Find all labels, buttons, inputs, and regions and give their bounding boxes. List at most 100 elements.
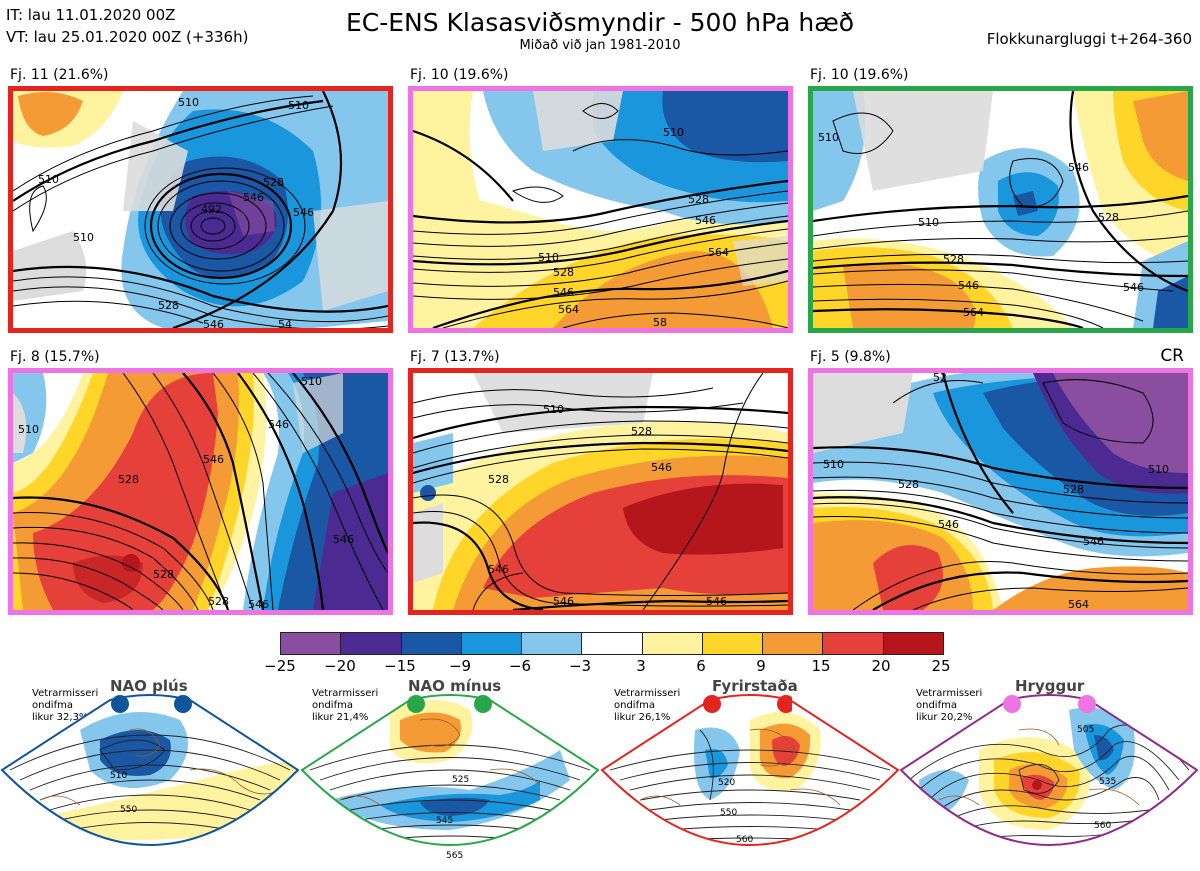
colorbar-bin [702,633,764,654]
regime-3-markers [703,695,792,713]
contour-label: 546 [243,191,264,204]
contour-label: 510 [288,99,309,112]
contour-label: 510 [918,216,939,229]
valid-time: VT: lau 25.01.2020 00Z (+336h) [6,28,249,46]
contour-label: 546 [203,318,224,328]
header-info: IT: lau 11.01.2020 00Z VT: lau 25.01.202… [6,4,248,48]
colorbar-tick: −20 [324,657,356,675]
regime-contour-label: 560 [1094,821,1111,831]
contour-label: 510 [538,251,559,264]
colorbar-bin [582,633,643,654]
colorbar-tick: −25 [264,657,296,675]
colorbar-tick: 25 [931,657,951,675]
cluster-5-label: Fj. 7 (13.7%) [410,349,500,365]
cluster-map-3: 510 510 528 546 564 546 528 546 [808,86,1193,333]
colorbar-bin [341,633,402,654]
colorbar-tick: −9 [448,657,472,675]
cluster-map-2: 510 528 546 510 528 546 564 564 58 [408,86,793,333]
colorbar-tick: −3 [568,657,592,675]
regime-contour-label: 525 [452,775,469,785]
regime-contour-label: 565 [446,851,463,861]
cluster-map-6: 510 528 546 510 528 546 564 52 [808,368,1193,615]
contour-label: 510 [823,458,844,471]
cluster-3-label: Fj. 10 (19.6%) [810,67,909,83]
contour-label: 58 [653,316,667,328]
cluster-map-4: 510 528 546 528 528 546 546 546 510 [8,368,393,615]
contour-label: 528 [1063,483,1084,496]
contour-label: 546 [938,518,959,531]
contour-label: 528 [898,478,919,491]
contour-label: 528 [1098,211,1119,224]
contour-label: 528 [943,253,964,266]
contour-label: 528 [263,176,284,189]
contour-label: 510 [73,231,94,244]
regime-4-title: Hryggur [1015,677,1085,695]
contour-label: 510 [663,126,684,139]
colorbar-tick: 9 [756,657,766,675]
regime-3-title: Fyrirstaða [712,677,798,695]
colorbar-tick: 6 [696,657,706,675]
colorbar-bin [642,633,703,654]
contour-label: 546 [1068,161,1089,174]
contour-label: 546 [553,595,574,608]
cluster-map-5: 510 528 528 546 546 546 546 [408,368,793,615]
colorbar-bin [522,633,583,654]
contour-label: 528 [488,473,509,486]
contour-label: 546 [651,461,672,474]
colorbar-tick: 3 [636,657,646,675]
cluster-4-label: Fj. 8 (15.7%) [10,349,100,365]
regime-4-note: Vetrarmisseri ondifma likur 20,2% [916,688,983,723]
contour-label: 546 [248,598,269,610]
contour-label: 510 [301,375,322,388]
colorbar-tick: 15 [811,657,831,675]
regime-1-title: NAO plús [110,677,188,695]
contour-label: 510 [543,403,564,416]
regime-3-map: 520 550 560 [600,694,900,846]
regime-contour-label: 520 [718,778,735,788]
regime-4-map: 505 535 560 [899,694,1199,846]
colorbar-bin [883,633,943,654]
contour-label: 546 [695,214,716,227]
regime-1-markers [111,695,192,713]
cluster-1-label: Fj. 11 (21.6%) [10,67,109,83]
contour-label: 564 [708,246,729,259]
contour-label: 528 [631,425,652,438]
regime-1-note: Vetrarmisseri ondifma likur 32,3% [32,688,99,723]
init-time: IT: lau 11.01.2020 00Z [6,6,176,24]
contour-label: 546 [1083,535,1104,548]
colorbar-bin [823,633,884,654]
cluster-2-label: Fj. 10 (19.6%) [410,67,509,83]
contour-label: 528 [153,568,174,581]
colorbar-bin [461,633,523,654]
contour-label: 492 [201,203,222,216]
contour-label: 510 [18,423,39,436]
contour-label: 510 [1148,463,1169,476]
contour-label: 528 [208,595,229,608]
contour-label: 546 [293,206,314,219]
regime-1-map: 510 550 [0,694,300,846]
colorbar-bin [401,633,462,654]
regime-4-markers [1003,695,1096,713]
regime-contour-label: 535 [1099,777,1116,787]
contour-label: 528 [118,473,139,486]
regime-2-markers [407,695,492,713]
regime-contour-label: 505 [1077,725,1094,735]
contour-label: 564 [558,303,579,316]
contour-label: 546 [203,453,224,466]
contour-label: 564 [963,306,984,319]
window-label: Flokkunargluggi t+264-360 [986,30,1192,48]
colorbar-bin [281,633,342,654]
colorbar-tick: 20 [871,657,891,675]
regime-3-note: Vetrarmisseri ondifma likur 26,1% [614,688,681,723]
page-title: EC-ENS Klasasviðsmyndir - 500 hPa hæð [345,8,855,37]
regime-contour-label: 550 [120,805,137,815]
cluster-6-label: Fj. 5 (9.8%) [810,349,891,365]
contour-label: 528 [553,266,574,279]
contour-label: 546 [958,279,979,292]
regime-contour-label: 510 [110,771,127,781]
colorbar-tick: −6 [508,657,532,675]
contour-label: 546 [706,595,727,608]
contour-label: 564 [1068,598,1089,610]
colorbar [280,632,944,655]
contour-label: 546 [488,563,509,576]
